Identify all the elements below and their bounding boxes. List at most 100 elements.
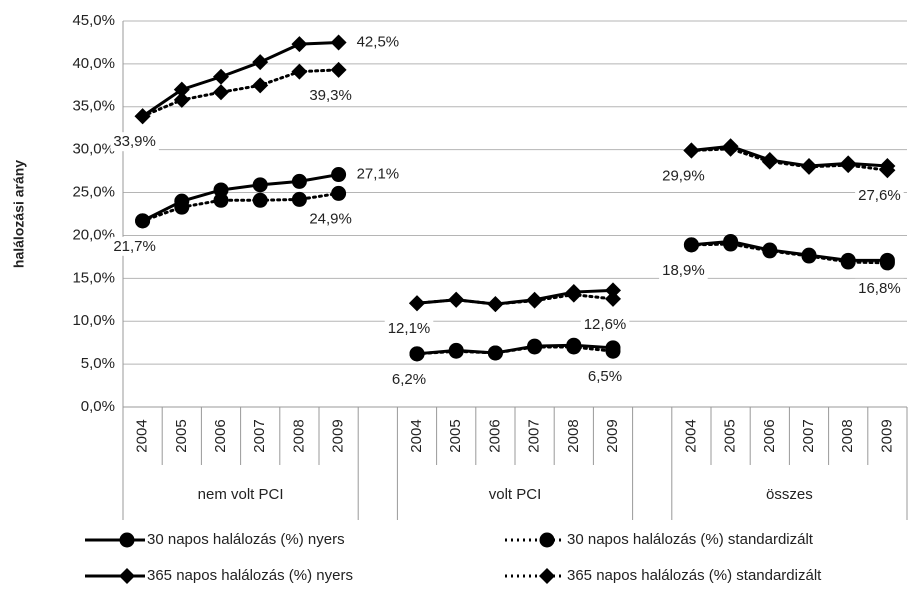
data-label: 12,6% bbox=[584, 316, 627, 333]
data-label: 6,2% bbox=[392, 371, 426, 388]
point bbox=[291, 191, 307, 207]
legend-label: 365 napos halálozás (%) standardizált bbox=[567, 567, 822, 584]
data-label-group: 27,6% bbox=[855, 186, 904, 206]
point bbox=[801, 248, 817, 264]
data-label: 24,9% bbox=[309, 210, 352, 227]
point bbox=[291, 36, 308, 53]
data-label-bg bbox=[580, 314, 630, 334]
point bbox=[605, 282, 621, 299]
point bbox=[879, 255, 895, 271]
point bbox=[605, 343, 621, 359]
x-tick-label: 2006 bbox=[212, 419, 229, 452]
y-tick-label: 0,0% bbox=[81, 398, 115, 415]
data-label: 6,5% bbox=[588, 368, 622, 385]
data-label: 29,9% bbox=[662, 167, 705, 184]
x-tick-label: 2008 bbox=[565, 419, 582, 452]
point bbox=[487, 345, 503, 361]
point bbox=[487, 296, 504, 313]
legend-marker bbox=[119, 568, 135, 584]
legend-marker bbox=[119, 532, 135, 548]
point bbox=[448, 291, 465, 308]
series-line bbox=[141, 40, 889, 306]
x-tick-label: 2009 bbox=[878, 419, 895, 452]
data-label-group: 39,3% bbox=[306, 85, 355, 105]
point bbox=[409, 295, 425, 312]
point bbox=[526, 292, 543, 309]
point bbox=[448, 343, 464, 359]
point bbox=[683, 142, 700, 159]
data-label: 39,3% bbox=[309, 87, 352, 104]
data-label-group: 24,9% bbox=[306, 209, 355, 229]
point bbox=[565, 286, 582, 303]
point bbox=[605, 290, 621, 307]
x-tick-label: 2004 bbox=[682, 419, 699, 452]
point bbox=[683, 237, 699, 253]
point bbox=[213, 68, 229, 85]
data-label-bg bbox=[584, 367, 626, 387]
data-label: 33,9% bbox=[113, 133, 156, 150]
point bbox=[252, 177, 268, 193]
x-tick-label: 2005 bbox=[173, 419, 190, 452]
data-label-bg bbox=[659, 260, 708, 280]
data-label-bg bbox=[855, 186, 904, 206]
data-label-group: 27,1% bbox=[353, 164, 403, 184]
data-label-bg bbox=[306, 209, 355, 229]
legend-label: 30 napos halálozás (%) nyers bbox=[147, 531, 345, 548]
x-tick-label: 2007 bbox=[526, 419, 543, 452]
data-label: 21,7% bbox=[113, 238, 156, 255]
x-tick-label: 2006 bbox=[486, 419, 503, 452]
point bbox=[801, 158, 817, 175]
y-tick-label: 45,0% bbox=[72, 12, 115, 29]
data-label-group: 6,5% bbox=[584, 367, 626, 387]
point bbox=[762, 243, 778, 259]
point bbox=[331, 185, 347, 201]
point bbox=[252, 192, 268, 208]
data-label-bg bbox=[855, 278, 904, 298]
data-label-group: 12,6% bbox=[580, 314, 630, 334]
data-label-bg bbox=[353, 164, 403, 184]
data-label-bg bbox=[306, 85, 355, 105]
point bbox=[722, 140, 739, 157]
data-label: 16,8% bbox=[858, 280, 901, 297]
point bbox=[331, 167, 347, 183]
point bbox=[213, 192, 229, 208]
point bbox=[252, 77, 269, 94]
data-label: 18,9% bbox=[662, 262, 705, 279]
point bbox=[330, 34, 347, 51]
point bbox=[566, 339, 582, 355]
group-label: volt PCI bbox=[489, 486, 542, 503]
point bbox=[330, 61, 347, 78]
data-label-group: 21,7% bbox=[110, 236, 159, 256]
data-label-bg bbox=[353, 32, 403, 52]
point bbox=[723, 236, 739, 252]
point bbox=[409, 346, 425, 362]
data-label-bg bbox=[384, 319, 434, 339]
data-label-bg bbox=[110, 132, 159, 152]
legend-marker bbox=[539, 532, 555, 548]
legend-marker bbox=[539, 568, 555, 584]
x-tick-label: 2006 bbox=[761, 419, 778, 452]
y-tick-label: 20,0% bbox=[72, 226, 115, 243]
data-label: 12,1% bbox=[388, 320, 431, 337]
point bbox=[213, 182, 229, 198]
y-tick-label: 5,0% bbox=[81, 355, 115, 372]
point bbox=[173, 91, 190, 108]
data-label-group: 18,9% bbox=[659, 260, 708, 280]
point bbox=[134, 108, 151, 125]
legend-label: 365 napos halálozás (%) nyers bbox=[147, 567, 353, 584]
x-tick-label: 2009 bbox=[604, 419, 621, 452]
data-label-group: 33,9% bbox=[110, 132, 159, 152]
point bbox=[135, 213, 151, 229]
x-tick-label: 2008 bbox=[839, 419, 856, 452]
x-tick-label: 2007 bbox=[800, 419, 817, 452]
x-tick-label: 2007 bbox=[251, 419, 268, 452]
legend-label: 30 napos halálozás (%) standardizált bbox=[567, 531, 814, 548]
point bbox=[840, 254, 856, 270]
x-tick-label: 2005 bbox=[447, 419, 464, 452]
point bbox=[213, 84, 229, 101]
point bbox=[840, 157, 857, 174]
point bbox=[879, 162, 896, 179]
data-label-bg bbox=[659, 166, 708, 186]
x-tick-label: 2004 bbox=[134, 419, 151, 452]
y-tick-label: 25,0% bbox=[72, 184, 115, 201]
